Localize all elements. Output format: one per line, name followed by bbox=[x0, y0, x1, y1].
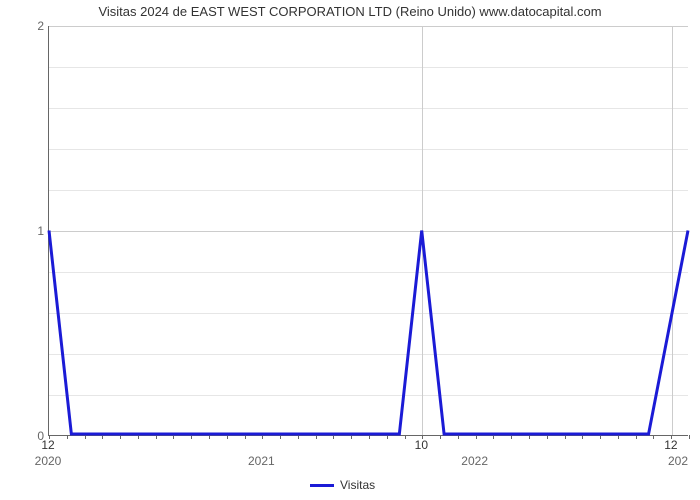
x-tick-minor bbox=[209, 435, 210, 439]
x-tick-minor bbox=[280, 435, 281, 439]
x-tick-minor bbox=[387, 435, 388, 439]
x-tick-minor bbox=[298, 435, 299, 439]
legend: Visitas bbox=[310, 478, 375, 492]
x-tick-minor bbox=[138, 435, 139, 439]
x-tick-minor bbox=[547, 435, 548, 439]
x-tick-minor bbox=[529, 435, 530, 439]
x-tick-label: 2021 bbox=[231, 454, 291, 468]
x-tick-minor bbox=[511, 435, 512, 439]
x-tick-minor bbox=[653, 435, 654, 439]
x-tick-minor bbox=[120, 435, 121, 439]
x-tick-label: 2022 bbox=[445, 454, 505, 468]
x-tick-minor bbox=[102, 435, 103, 439]
x-grid-value-label: 12 bbox=[33, 438, 63, 452]
chart-title: Visitas 2024 de EAST WEST CORPORATION LT… bbox=[0, 4, 700, 19]
x-tick-minor bbox=[369, 435, 370, 439]
x-tick-label: 202 bbox=[668, 454, 700, 468]
x-tick-minor bbox=[245, 435, 246, 439]
x-tick-minor bbox=[316, 435, 317, 439]
x-tick-label: 2020 bbox=[18, 454, 78, 468]
x-grid-value-label: 10 bbox=[406, 438, 436, 452]
legend-swatch bbox=[310, 484, 334, 487]
x-tick-minor bbox=[582, 435, 583, 439]
x-tick-minor bbox=[689, 435, 690, 439]
x-tick-minor bbox=[351, 435, 352, 439]
x-tick-minor bbox=[227, 435, 228, 439]
x-tick-minor bbox=[600, 435, 601, 439]
y-tick-label: 1 bbox=[14, 224, 44, 238]
x-grid-value-label: 12 bbox=[656, 438, 686, 452]
x-tick-minor bbox=[476, 435, 477, 439]
x-tick-minor bbox=[440, 435, 441, 439]
x-tick-minor bbox=[493, 435, 494, 439]
x-tick-minor bbox=[636, 435, 637, 439]
x-tick-minor bbox=[156, 435, 157, 439]
x-tick-minor bbox=[618, 435, 619, 439]
series-line bbox=[49, 26, 688, 435]
plot-area bbox=[48, 26, 688, 436]
y-tick-label: 2 bbox=[14, 19, 44, 33]
x-tick-minor bbox=[565, 435, 566, 439]
x-tick-minor bbox=[85, 435, 86, 439]
x-tick-minor bbox=[191, 435, 192, 439]
x-tick-minor bbox=[458, 435, 459, 439]
x-tick-minor bbox=[333, 435, 334, 439]
x-tick-minor bbox=[262, 435, 263, 439]
legend-label: Visitas bbox=[340, 478, 375, 492]
x-tick-minor bbox=[67, 435, 68, 439]
x-tick-minor bbox=[173, 435, 174, 439]
